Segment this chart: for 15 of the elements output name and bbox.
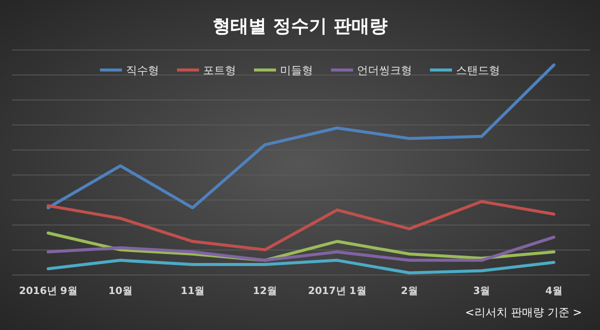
legend-label: 직수형	[126, 64, 159, 77]
x-tick-label: 12월	[252, 286, 277, 297]
x-tick-label: 11월	[180, 286, 205, 297]
x-tick-label: 3월	[473, 286, 490, 297]
legend-label: 언더씽크형	[357, 64, 412, 77]
legend-label: 미들형	[280, 64, 313, 77]
x-tick-label: 2월	[400, 286, 418, 297]
x-tick-label: 10월	[108, 286, 132, 297]
legend-label: 포트형	[203, 64, 236, 77]
chart-title: 형태별 정수기 판매량	[212, 16, 388, 37]
legend-label: 스탠드형	[456, 64, 500, 77]
x-tick-label: 4월	[545, 286, 562, 297]
x-tick-label: 2017년 1월	[308, 286, 366, 297]
x-tick-label: 2016년 9월	[18, 286, 78, 297]
text: <리서치 판매량 기준 >	[465, 306, 582, 319]
